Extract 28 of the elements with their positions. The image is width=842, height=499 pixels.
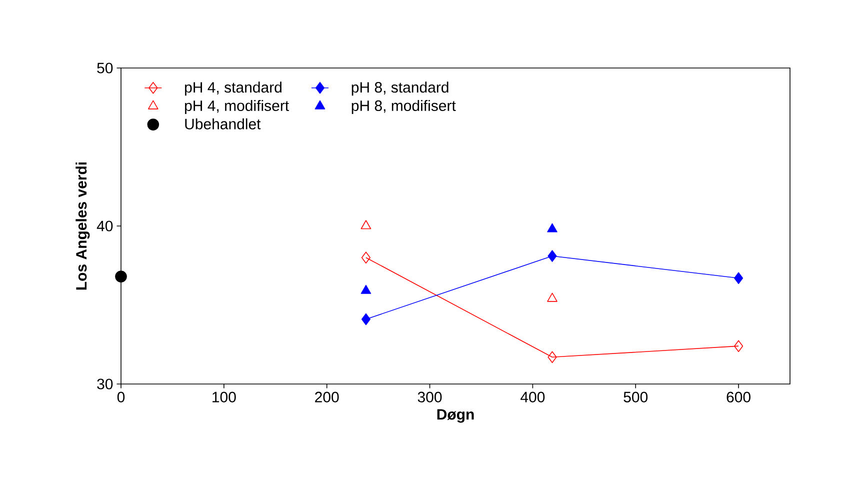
x-tick-label: 600	[726, 392, 750, 402]
x-tick-label: 400	[520, 392, 545, 402]
x-tick-label: 500	[624, 392, 648, 402]
point	[734, 340, 744, 352]
legend-label: pH 4, modifisert	[185, 100, 289, 114]
point	[548, 351, 557, 364]
y-tick-label: 40	[96, 220, 113, 232]
x-tick-label: 100	[212, 392, 236, 402]
legend-label: pH 8, standard	[352, 82, 448, 96]
point	[548, 250, 557, 262]
point	[361, 313, 370, 326]
point	[360, 220, 372, 230]
point	[361, 252, 370, 264]
x-tick-label: 0	[117, 392, 125, 402]
point	[547, 292, 558, 302]
x-axis-title: Døgn	[437, 409, 474, 423]
legend-label: pH 4, standard	[185, 82, 282, 96]
x-tick-label: 300	[418, 392, 442, 402]
y-axis-title: Los Angeles verdi	[76, 162, 90, 290]
y-tick-label: 50	[97, 62, 113, 74]
legend-label: pH 8, modifisert	[352, 100, 456, 114]
point	[360, 284, 372, 294]
x-tick-label: 200	[315, 392, 339, 402]
point	[734, 272, 744, 284]
point	[547, 223, 558, 232]
point	[115, 270, 127, 282]
legend-label: Ubehandlet	[185, 118, 261, 130]
y-tick-label: 30	[97, 378, 113, 390]
